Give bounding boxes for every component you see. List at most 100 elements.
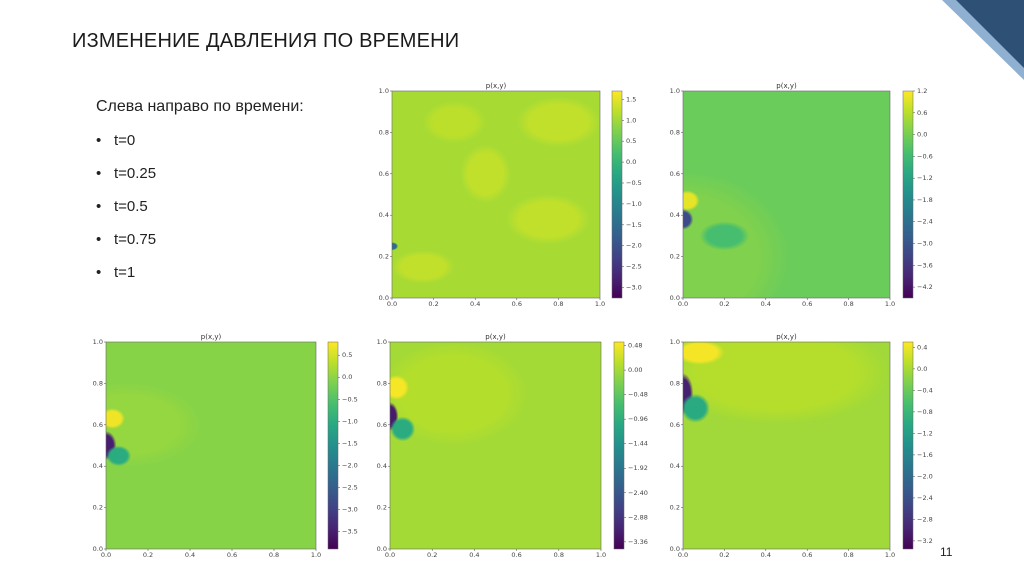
y-tick-label: 0.8 — [377, 379, 387, 387]
list-item: • t=1 — [96, 264, 136, 281]
colorbar-tick-label: −1.8 — [917, 196, 933, 204]
page-number: 11 — [940, 545, 953, 559]
y-tick-label: 0.4 — [379, 211, 389, 219]
bullet-icon: • — [96, 231, 102, 248]
colorbar-tick-label: −3.0 — [917, 240, 933, 248]
colorbar-tick-label: −2.0 — [342, 461, 358, 469]
colorbar-tick-label: 1.2 — [917, 87, 927, 95]
heatmap-region — [683, 342, 725, 365]
colorbar-tick-label: −2.0 — [917, 472, 933, 480]
x-tick-label: 0.0 — [385, 551, 395, 559]
colorbar-tick-label: −1.0 — [342, 417, 358, 425]
colorbar-tick-label: −2.4 — [917, 218, 933, 226]
colorbar-tick-label: 0.0 — [917, 365, 927, 373]
x-tick-label: 0.2 — [427, 551, 437, 559]
heatmap-plot-3: p(x,y) 0.0 0.2 0.4 0.6 0.8 1.0 0.0 0.2 0.4 0.6 0.8 1… — [93, 333, 358, 559]
x-tick-label: 0.8 — [554, 551, 564, 559]
heatmap-plot-2: p(x,y) 0.0 0.2 0.4 0.6 0.8 1.0 0.0 0.2 0.4 0.6 0.8 1… — [670, 82, 933, 308]
heatmap-region — [392, 250, 455, 284]
y-tick-label: 1.0 — [379, 87, 389, 95]
x-tick-label: 0.2 — [428, 300, 438, 308]
colorbar-tick-label: −1.44 — [628, 440, 648, 448]
colorbar-tick-label: 0.0 — [342, 373, 352, 381]
plot-title: p(x,y) — [486, 82, 507, 90]
list-item: • t=0.5 — [96, 198, 148, 215]
x-tick-label: 1.0 — [595, 300, 605, 308]
x-tick-label: 0.2 — [719, 551, 729, 559]
colorbar-tick-label: −3.36 — [628, 538, 648, 546]
y-tick-label: 0.6 — [93, 421, 103, 429]
x-tick-label: 0.4 — [761, 551, 771, 559]
heatmap-region — [683, 393, 710, 423]
heatmap-region — [106, 383, 201, 467]
time-list: • t=0 • t=0.25 • t=0.5 • t=0.75 • t=1 — [96, 132, 156, 297]
colorbar-tick-label: −0.48 — [628, 391, 648, 399]
heatmap-region — [683, 208, 694, 230]
y-tick-label: 0.8 — [379, 128, 389, 136]
list-item: • t=0.25 — [96, 165, 157, 182]
y-tick-label: 0.4 — [670, 211, 680, 219]
colorbar-tick-label: −1.0 — [626, 200, 642, 208]
y-tick-label: 0.2 — [379, 253, 389, 261]
heatmap-region — [683, 190, 700, 212]
y-tick-label: 0.2 — [670, 253, 680, 261]
y-tick-label: 0.0 — [670, 545, 680, 553]
x-tick-label: 0.4 — [185, 551, 195, 559]
plot-title: p(x,y) — [776, 82, 797, 90]
plot-title: p(x,y) — [485, 333, 506, 341]
colorbar — [613, 341, 625, 550]
colorbar-tick-label: −1.92 — [628, 464, 648, 472]
colorbar-tick-label: −2.5 — [626, 263, 642, 271]
bullet-icon: • — [96, 132, 102, 149]
x-tick-label: 0.0 — [678, 551, 688, 559]
x-tick-label: 0.8 — [269, 551, 279, 559]
colorbar-tick-label: −0.96 — [628, 415, 648, 423]
heatmap-region — [390, 416, 416, 442]
bullet-icon: • — [96, 198, 102, 215]
colorbar-tick-label: −3.0 — [342, 505, 358, 513]
colorbar-tick-label: 0.5 — [626, 137, 636, 145]
bullet-icon: • — [96, 264, 102, 281]
y-tick-label: 0.2 — [377, 504, 387, 512]
plot-title: p(x,y) — [776, 333, 797, 341]
colorbar-tick-label: −1.2 — [917, 429, 933, 437]
y-tick-label: 0.8 — [670, 128, 680, 136]
colorbar-tick-label: −2.5 — [342, 483, 358, 491]
y-tick-label: 0.6 — [670, 421, 680, 429]
heatmap-region — [506, 194, 590, 245]
x-tick-label: 0.4 — [470, 300, 480, 308]
x-tick-label: 0.8 — [553, 300, 563, 308]
colorbar — [902, 90, 914, 299]
x-tick-label: 1.0 — [311, 551, 321, 559]
x-tick-label: 0.8 — [843, 551, 853, 559]
colorbar-tick-label: −3.5 — [342, 527, 358, 535]
y-tick-label: 0.4 — [377, 462, 387, 470]
y-tick-label: 0.0 — [377, 545, 387, 553]
y-tick-label: 0.6 — [379, 170, 389, 178]
heatmap-field — [390, 342, 528, 446]
x-tick-label: 0.8 — [843, 300, 853, 308]
y-tick-label: 1.0 — [377, 338, 387, 346]
intro-text: Слева направо по времени: — [96, 98, 304, 115]
heatmap-plot-4: p(x,y) 0.0 0.2 0.4 0.6 0.8 1.0 0.0 0.2 0.4 0.6 0.8 1… — [377, 333, 648, 559]
x-tick-label: 0.0 — [101, 551, 111, 559]
heatmap-field — [683, 169, 791, 298]
axes-frame — [105, 341, 317, 550]
colorbar-tick-label: −2.4 — [917, 494, 933, 502]
colorbar-tick-label: −2.40 — [628, 489, 648, 497]
y-tick-label: 1.0 — [670, 338, 680, 346]
heatmap-region — [699, 221, 750, 251]
colorbar-tick-label: −3.6 — [917, 261, 933, 269]
colorbar-tick-label: −0.8 — [917, 408, 933, 416]
colorbar-tick-label: −2.88 — [628, 513, 648, 521]
y-tick-label: 0.0 — [379, 294, 389, 302]
colorbar-tick-label: 1.0 — [626, 116, 636, 124]
colorbar-tick-label: −1.5 — [626, 221, 642, 229]
colorbar-tick-label: −1.6 — [917, 451, 933, 459]
x-tick-label: 0.6 — [802, 551, 812, 559]
x-tick-label: 1.0 — [885, 551, 895, 559]
heatmap-field — [683, 342, 890, 425]
corner-dark-triangle — [956, 0, 1024, 68]
colorbar-tick-label: −3.0 — [626, 284, 642, 292]
